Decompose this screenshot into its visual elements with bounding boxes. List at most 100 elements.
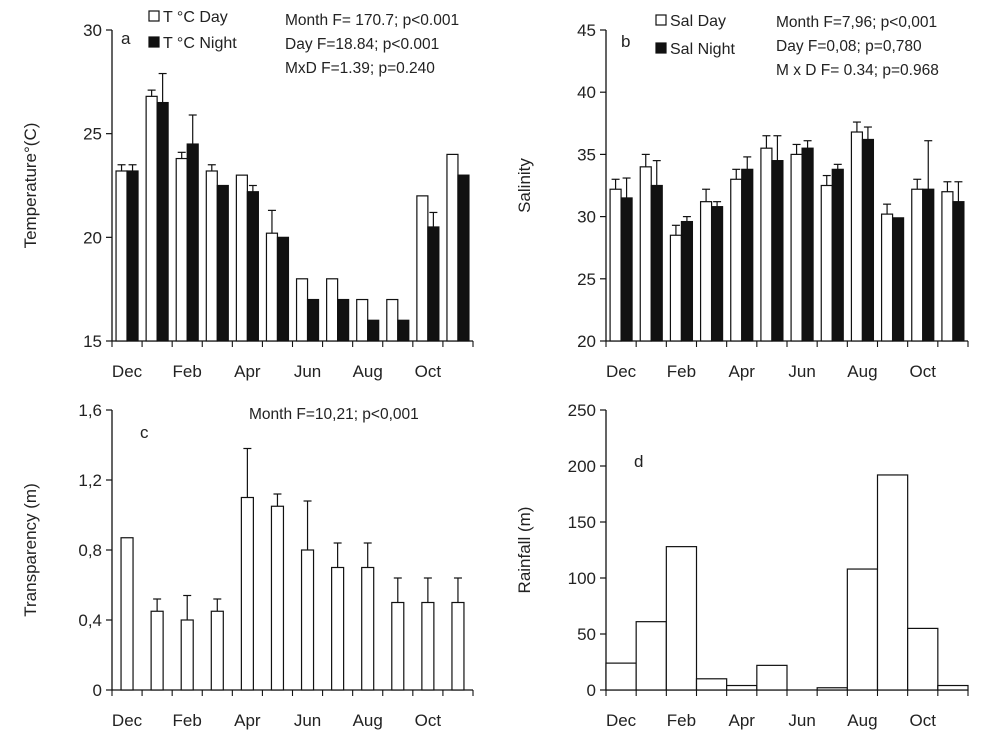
bar-b-day-may	[760, 147, 773, 342]
x-tick-label: Aug	[353, 362, 383, 381]
panel-label: a	[121, 29, 131, 48]
y-tick-label: 35	[577, 145, 596, 164]
legend-label: T °C Day	[163, 9, 228, 26]
bar-b-day-nov	[941, 191, 954, 342]
bar-b-night-oct	[922, 188, 935, 342]
panel-label: d	[634, 452, 643, 471]
bar-b-day-apr	[730, 178, 743, 342]
bar-a-day-nov	[446, 153, 459, 342]
bar-d-value-jan	[635, 621, 667, 691]
stat-annotation: Day F=0,08; p=0,780	[776, 38, 922, 55]
bar-d-value-feb	[665, 546, 698, 691]
bar-a-night-dec	[126, 170, 139, 342]
x-tick-label: Aug	[353, 711, 383, 730]
y-tick-label: 200	[568, 457, 596, 476]
panel-label: c	[140, 423, 149, 442]
y-tick-label: 0,8	[78, 541, 102, 560]
y-tick-label: 30	[577, 208, 596, 227]
stat-annotation: MxD F=1.39; p=0.240	[285, 60, 435, 77]
x-tick-label: Feb	[667, 711, 696, 730]
bar-a-night-oct	[427, 226, 440, 342]
bar-a-night-jun	[306, 298, 320, 342]
bar-b-night-jun	[801, 147, 814, 342]
legend-swatch	[655, 14, 667, 26]
y-tick-label: 40	[577, 83, 596, 102]
x-tick-label: Dec	[606, 711, 637, 730]
x-tick-label: Jun	[294, 362, 321, 381]
x-tick-label: Jun	[788, 362, 815, 381]
y-tick-label: 100	[568, 569, 596, 588]
bar-b-day-mar	[699, 201, 713, 342]
y-axis-label: Rainfall (m)	[515, 507, 534, 594]
bar-b-day-sep	[880, 213, 894, 342]
legend-swatch	[148, 36, 160, 48]
y-tick-label: 20	[83, 228, 102, 247]
x-tick-label: Apr	[729, 362, 756, 381]
bar-d-value-nov	[937, 684, 969, 691]
y-tick-label: 0	[93, 681, 102, 700]
stat-annotation: Month F= 170.7; p<0.001	[285, 12, 459, 29]
x-tick-label: Apr	[234, 362, 261, 381]
y-tick-label: 25	[83, 125, 102, 144]
bar-c-value-jan	[150, 610, 164, 691]
bar-a-night-apr	[246, 191, 259, 342]
x-tick-label: Apr	[234, 711, 261, 730]
y-tick-label: 0	[587, 681, 596, 700]
bar-b-day-oct	[911, 188, 924, 342]
bar-a-night-may	[276, 236, 290, 342]
bar-a-night-nov	[457, 174, 470, 342]
x-tick-label: Aug	[847, 362, 877, 381]
bar-b-night-jul	[831, 168, 844, 342]
panel-d-rainfall: 0 50 100 150 200 250 Dec Feb Apr Jun Aug Oct Rainfal…	[515, 401, 969, 730]
bar-d-value-aug	[846, 568, 879, 691]
bar-d-value-sep	[876, 474, 909, 691]
stat-annotation: M x D F= 0.34; p=0.968	[776, 62, 939, 79]
bar-d-value-apr	[726, 684, 758, 691]
y-tick-label: 250	[568, 401, 596, 420]
x-tick-label: Feb	[667, 362, 696, 381]
legend-label: Sal Night	[670, 41, 735, 58]
bar-a-day-jul	[326, 278, 339, 342]
legend-swatch	[148, 10, 160, 22]
bar-b-night-apr	[741, 168, 754, 342]
y-axis-label: Temperature°(C)	[21, 123, 40, 249]
y-tick-label: 30	[83, 21, 102, 40]
bar-a-night-sep	[397, 319, 410, 342]
bar-b-day-jun	[790, 153, 803, 342]
bar-a-day-oct	[416, 195, 429, 342]
panel-a-temperature: 15 20 25 30 Dec Feb Apr Jun Aug Oct Temperature°(C…	[21, 9, 474, 381]
bar-a-night-jul	[337, 298, 350, 342]
y-tick-label: 150	[568, 513, 596, 532]
bar-c-value-feb	[180, 619, 194, 691]
stat-annotation: Month F=7,96; p<0,001	[776, 14, 937, 31]
x-tick-label: Feb	[173, 362, 202, 381]
bar-b-day-dec	[609, 188, 622, 342]
bar-c-value-nov	[451, 601, 465, 691]
bar-b-night-mar	[710, 206, 724, 342]
bar-a-day-mar	[205, 170, 218, 342]
x-tick-label: Feb	[173, 711, 202, 730]
bar-b-night-nov	[952, 201, 965, 342]
bar-a-night-mar	[216, 184, 229, 342]
legend-label: Sal Day	[670, 13, 726, 30]
y-tick-label: 15	[83, 332, 102, 351]
y-tick-label: 1,6	[78, 401, 102, 420]
bar-a-night-aug	[367, 319, 380, 342]
bar-d-value-jul	[816, 687, 848, 691]
y-tick-label: 1,2	[78, 471, 102, 490]
y-tick-label: 25	[577, 270, 596, 289]
bar-a-day-may	[265, 232, 279, 342]
bar-c-value-apr	[240, 496, 254, 691]
x-tick-label: Aug	[847, 711, 877, 730]
bar-a-night-jan	[156, 101, 169, 342]
x-tick-label: Dec	[112, 711, 143, 730]
x-tick-label: Apr	[729, 711, 756, 730]
bar-c-value-dec	[120, 537, 134, 691]
bar-c-value-mar	[210, 610, 224, 691]
stat-annotation: Day F=18.84; p<0.001	[285, 36, 439, 53]
panel-b-salinity: 20 25 30 35 40 45 Dec Feb Apr Jun Aug Oct Salinity b S…	[515, 13, 969, 381]
bar-a-day-apr	[235, 174, 248, 342]
bar-a-day-jan	[145, 95, 158, 342]
y-tick-label: 20	[577, 332, 596, 351]
